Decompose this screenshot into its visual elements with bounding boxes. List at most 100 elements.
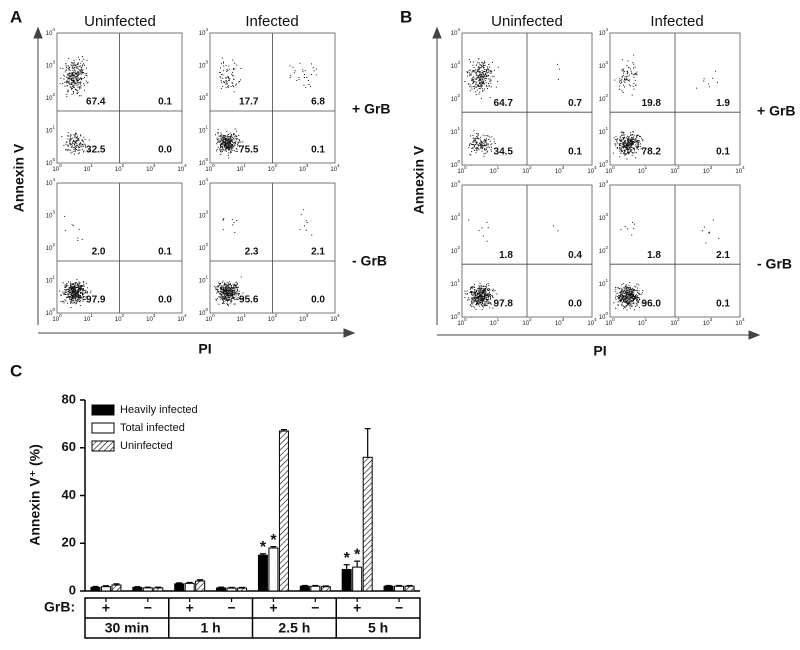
event-dot [70, 86, 72, 88]
event-dot [228, 149, 230, 151]
event-dot [483, 290, 485, 291]
event-dot [74, 140, 76, 142]
event-dot [626, 292, 628, 294]
event-dot [68, 287, 70, 289]
event-dot [80, 143, 82, 145]
event-dot [76, 67, 78, 69]
event-dot [231, 287, 233, 289]
event-dot [73, 86, 75, 88]
event-dot [79, 86, 81, 88]
event-dot [74, 295, 76, 296]
event-dot [224, 284, 226, 286]
event-dot [69, 82, 71, 84]
tick-base: 10 [199, 128, 206, 134]
event-dot [638, 146, 639, 147]
group-label: 2.5 h [278, 620, 310, 636]
event-dot [81, 69, 83, 71]
event-dot [236, 130, 238, 132]
event-dot [70, 144, 72, 145]
event-dot [69, 72, 71, 74]
event-dot [627, 296, 629, 298]
event-dot [478, 296, 480, 297]
event-dot [620, 141, 622, 142]
event-dot [69, 296, 70, 298]
event-dot [629, 291, 631, 293]
event-dot [72, 295, 74, 297]
y-axis-label: Annexin V [411, 145, 427, 214]
event-dot [76, 137, 78, 139]
event-dot [635, 152, 637, 154]
column-header: Uninfected [491, 13, 563, 30]
axis-arrows [33, 26, 761, 340]
event-dot [485, 139, 487, 141]
event-dot [622, 283, 624, 285]
event-dot [73, 151, 75, 153]
event-dot [82, 300, 84, 302]
event-dot [480, 296, 482, 298]
event-dot [630, 146, 632, 148]
bar [404, 585, 415, 592]
event-dot [486, 293, 488, 295]
event-dot [228, 133, 229, 135]
event-dot [632, 295, 634, 297]
event-dot [311, 63, 312, 65]
event-dot [480, 297, 482, 299]
event-dot [624, 142, 626, 144]
event-dot [80, 71, 82, 73]
tick-base: 10 [199, 31, 206, 37]
quadrant-percent: 2.3 [245, 247, 259, 258]
event-dot [490, 149, 492, 151]
event-dot [624, 298, 626, 300]
event-dot [63, 294, 65, 296]
event-dot [628, 302, 630, 304]
event-dot [632, 298, 634, 299]
event-dot [473, 141, 475, 143]
x-axis-label: PI [593, 343, 606, 359]
event-dot [63, 145, 65, 146]
event-dot [488, 139, 490, 140]
event-dot [222, 290, 224, 292]
event-dot [623, 308, 625, 310]
event-dot [80, 72, 82, 74]
event-dot [634, 296, 636, 298]
event-dot [484, 145, 486, 147]
event-dot [224, 140, 226, 142]
event-dot [484, 141, 486, 143]
event-dot [226, 289, 228, 290]
event-dot [226, 292, 228, 294]
event-dot [473, 144, 475, 146]
event-dot [486, 135, 488, 137]
event-dot [242, 141, 244, 143]
event-dot [637, 301, 639, 302]
event-dot [494, 290, 496, 292]
event-dot [224, 288, 226, 290]
event-dot [232, 136, 234, 138]
event-dot [480, 298, 482, 300]
event-dot [79, 149, 81, 151]
quadrant-percent: 0.1 [158, 247, 172, 258]
event-dot [215, 298, 217, 300]
event-dot [485, 292, 487, 293]
event-dot [475, 94, 477, 96]
event-dot [636, 147, 638, 149]
event-dot [616, 293, 618, 294]
event-dot [236, 148, 238, 150]
event-dot [227, 294, 229, 296]
event-dot [475, 147, 477, 149]
event-dot [226, 81, 228, 83]
event-dot [481, 76, 483, 78]
event-dot [478, 80, 480, 82]
event-dot [81, 238, 83, 240]
tick-base: 10 [451, 216, 458, 222]
event-dot [480, 139, 481, 141]
event-dot [236, 138, 238, 140]
event-dot [218, 135, 220, 137]
event-dot [72, 285, 74, 287]
column-header: Infected [650, 13, 703, 30]
event-dot [64, 215, 66, 217]
event-dot [225, 147, 227, 149]
event-dot [628, 139, 630, 140]
tick-exp: 0 [212, 313, 215, 318]
event-dot [71, 283, 73, 285]
event-dot [616, 147, 618, 148]
